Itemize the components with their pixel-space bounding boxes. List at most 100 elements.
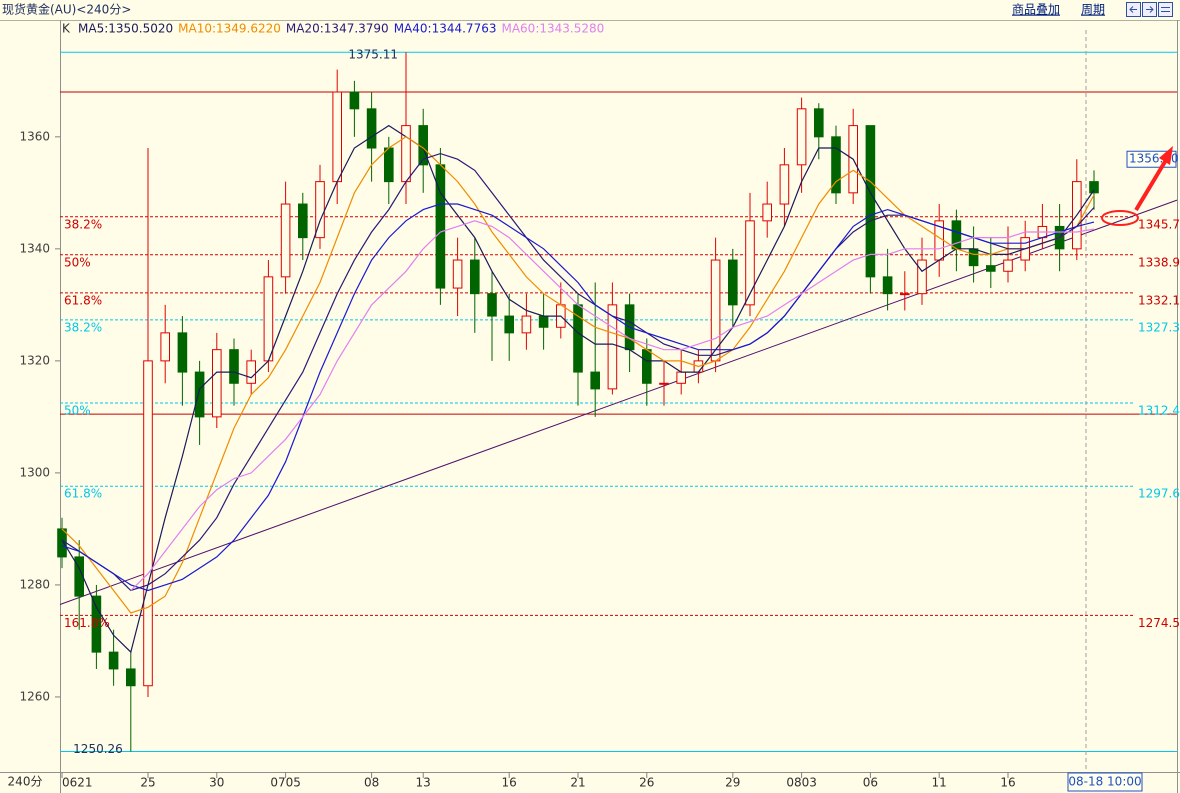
ma-line — [61, 124, 1095, 654]
period-label: 240分 — [8, 775, 43, 789]
candle-body — [728, 259, 738, 306]
candle-body — [900, 293, 910, 296]
x-tick-label: 06 — [863, 776, 878, 790]
y-tick-label: 1260 — [19, 689, 50, 703]
candle-body — [160, 332, 170, 362]
nav-right-icon — [1146, 6, 1154, 13]
candle-body — [452, 259, 463, 289]
fib-value: 1327.33 — [1138, 320, 1180, 334]
fib-ratio: 38.2% — [64, 217, 102, 231]
x-tick-label: 0705 — [270, 776, 301, 790]
candle-body — [865, 125, 876, 278]
candle-body — [349, 91, 360, 110]
x-tick-label: 08 — [364, 776, 379, 790]
candle-body — [332, 91, 342, 183]
ma-line — [61, 203, 1095, 592]
candle-body — [1089, 181, 1099, 194]
candle-body — [212, 349, 222, 418]
candle-body — [177, 332, 188, 373]
ma-line — [61, 136, 1095, 614]
fib-value: 1297.62 — [1138, 487, 1180, 501]
x-tick-label: 29 — [725, 776, 740, 790]
candle-body — [108, 651, 119, 670]
fib-ratio: 61.8% — [64, 293, 102, 307]
candle-body — [779, 164, 790, 205]
candle-body — [504, 315, 514, 334]
x-tick-label: 0621 — [62, 776, 93, 790]
period-link[interactable]: 周期 — [1081, 3, 1105, 17]
candle-body — [126, 668, 136, 687]
instrument-title: 现货黄金(AU)<240分> — [2, 2, 131, 17]
candle-body — [676, 371, 687, 384]
candle-body — [796, 108, 807, 166]
y-tick-label: 1300 — [19, 465, 50, 479]
nav-layout-icon — [1161, 7, 1170, 12]
candle-body — [538, 315, 549, 328]
legend-entry: MA10:1349.6220 — [178, 22, 281, 36]
candle-body — [487, 293, 497, 317]
x-tick-label: 11 — [932, 776, 947, 790]
legend-entry: MA5:1350.5020 — [78, 22, 173, 36]
candle-body — [384, 147, 394, 183]
y-tick-label: 1340 — [19, 241, 50, 255]
highlight-ellipse — [1101, 210, 1139, 226]
candle-body — [194, 371, 205, 418]
candle-body — [882, 276, 893, 295]
candle-body — [57, 528, 67, 558]
candle-body — [229, 349, 239, 384]
arrow-head — [1159, 146, 1173, 165]
fib-value: 1345.73 — [1138, 217, 1180, 231]
nav-buttons[interactable] — [1126, 2, 1173, 17]
overlay-link[interactable]: 商品叠加 — [1012, 2, 1060, 17]
x-tick-label: 30 — [209, 776, 224, 790]
x-tick-label: 0803 — [786, 776, 817, 790]
fib-ratio: 50% — [64, 404, 91, 418]
candle-body — [968, 248, 979, 267]
legend-entry: MA60:1343.5280 — [501, 22, 604, 36]
fib-value: 1312.47 — [1138, 404, 1180, 418]
x-tick-label: 16 — [502, 776, 517, 790]
candle-body — [366, 108, 377, 149]
fib-ratio: 161.8% — [64, 616, 110, 630]
nav-left-icon — [1129, 6, 1137, 13]
legend-entry: MA40:1344.7763 — [394, 22, 497, 36]
arrow-shaft — [1134, 158, 1168, 212]
candle-body — [263, 276, 274, 362]
y-tick-label: 1360 — [19, 129, 50, 143]
candle-body — [762, 203, 773, 222]
candle-body — [745, 220, 755, 306]
candle-body — [573, 304, 583, 373]
candle-body — [1003, 259, 1013, 272]
fib-ratio: 61.8% — [64, 487, 102, 501]
candle-body — [814, 108, 824, 138]
fib-value: 1274.57 — [1138, 616, 1180, 630]
ma-line — [130, 220, 1095, 591]
candle-body — [143, 360, 153, 687]
candle-body — [280, 203, 291, 278]
y-tick-label: 1320 — [19, 353, 50, 367]
candle-body — [521, 315, 532, 334]
extreme-label: 1250.26 — [73, 742, 123, 756]
candle-body — [917, 259, 927, 295]
nav-layout[interactable] — [1158, 2, 1173, 17]
candle-body — [401, 125, 411, 183]
x-tick-label: 21 — [570, 776, 585, 790]
extreme-label: 1375.11 — [348, 48, 398, 62]
legend-entry: MA20:1347.3790 — [286, 22, 389, 36]
fib-value: 1332.14 — [1138, 293, 1180, 307]
cursor-time-box — [1067, 772, 1143, 792]
x-tick-label: 13 — [416, 776, 431, 790]
candle-body — [91, 595, 102, 653]
x-tick-label: 26 — [639, 776, 654, 790]
candle-body — [607, 304, 618, 390]
candle-body — [590, 371, 601, 390]
candle-body — [986, 265, 996, 272]
fib-value: 1338.94 — [1138, 255, 1180, 269]
y-tick-label: 1280 — [19, 577, 50, 591]
x-tick-label: 25 — [140, 776, 155, 790]
candle-body — [659, 382, 669, 385]
candle-body — [246, 360, 256, 384]
